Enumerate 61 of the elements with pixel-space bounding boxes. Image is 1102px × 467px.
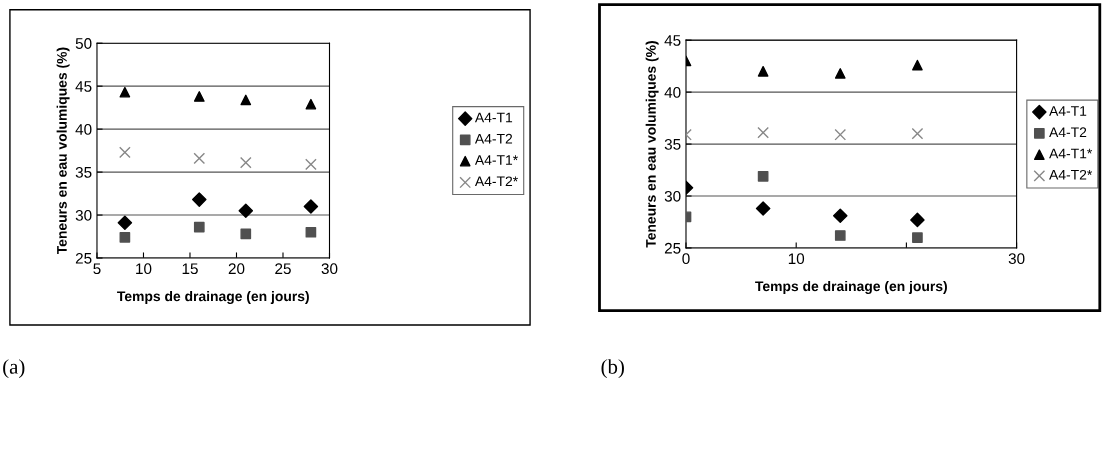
y-tick-label: 25 xyxy=(664,242,681,254)
x-axis-title: Temps de drainage (en jours) xyxy=(755,280,947,294)
point xyxy=(910,212,925,228)
y-tick-label: 50 xyxy=(75,38,92,49)
y-tick-label: 45 xyxy=(75,81,92,92)
point xyxy=(834,68,846,79)
point xyxy=(193,91,205,102)
y-tick-label: 40 xyxy=(75,123,92,135)
point xyxy=(193,152,206,165)
x-tick-label: 0 xyxy=(682,253,690,265)
point xyxy=(305,98,317,110)
point xyxy=(832,208,848,224)
y-axis-title: Teneurs en eau volumiques (%) xyxy=(645,41,659,248)
point xyxy=(239,156,252,169)
legend-label: A4-T2 xyxy=(1049,127,1087,138)
point xyxy=(305,226,317,238)
legend-label: A4-T2 xyxy=(474,133,513,144)
y-axis-title: Teneurs en eau volumiques (%) xyxy=(56,47,70,255)
x-tick-label: 10 xyxy=(788,253,805,265)
point xyxy=(117,215,133,231)
point xyxy=(119,86,131,98)
legend-label: A4-T2* xyxy=(474,176,518,187)
y-tick-label: 35 xyxy=(75,166,92,178)
x-tick-label: 15 xyxy=(182,263,198,275)
text: (b) xyxy=(601,359,624,379)
point xyxy=(240,94,252,106)
legend-label: A4-T1* xyxy=(1049,148,1093,159)
point xyxy=(834,230,846,241)
x-tick-label: 5 xyxy=(93,263,101,275)
point xyxy=(834,128,847,141)
point xyxy=(757,65,769,77)
legend-label: A4-T1* xyxy=(474,155,518,165)
x-tick-label: 30 xyxy=(1008,253,1025,265)
y-tick-label: 45 xyxy=(664,35,681,46)
point xyxy=(119,146,131,159)
y-tick-label: 30 xyxy=(75,209,92,221)
y-tick-label: 30 xyxy=(664,190,681,202)
legend-label: A4-T1 xyxy=(1049,106,1087,116)
legend-label: A4-T1 xyxy=(474,112,513,123)
x-axis-title: Temps de drainage (en jours) xyxy=(117,291,309,305)
legend-label: A4-T2* xyxy=(1049,169,1093,180)
point xyxy=(912,59,923,71)
point xyxy=(305,158,317,171)
y-tick-label: 40 xyxy=(664,86,681,98)
text: (a) xyxy=(3,359,25,379)
point xyxy=(912,232,923,243)
point xyxy=(911,127,924,140)
point xyxy=(119,232,131,243)
point xyxy=(193,221,205,233)
x-tick-label: 30 xyxy=(321,263,338,275)
point xyxy=(755,201,771,216)
point xyxy=(240,228,252,240)
point xyxy=(757,126,769,139)
point xyxy=(192,192,207,207)
point xyxy=(757,170,769,182)
y-tick-label: 35 xyxy=(664,138,681,150)
x-tick-label: 10 xyxy=(136,263,152,275)
point xyxy=(303,199,319,214)
x-tick-label: 20 xyxy=(228,263,245,275)
x-tick-label: 25 xyxy=(275,263,291,275)
point xyxy=(238,203,254,219)
